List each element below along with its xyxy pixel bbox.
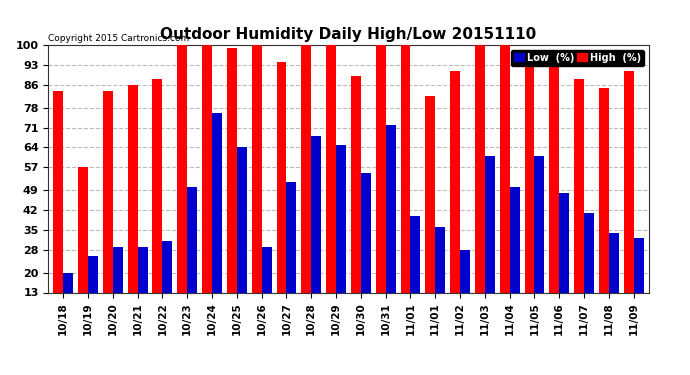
Bar: [162, 241, 172, 330]
Bar: [633, 238, 644, 330]
Bar: [252, 45, 262, 330]
Bar: [88, 255, 98, 330]
Bar: [302, 45, 311, 330]
Bar: [326, 45, 336, 330]
Bar: [212, 113, 222, 330]
Bar: [549, 59, 560, 330]
Bar: [152, 79, 162, 330]
Bar: [609, 233, 619, 330]
Bar: [237, 147, 247, 330]
Bar: [286, 182, 297, 330]
Bar: [376, 45, 386, 330]
Bar: [112, 247, 123, 330]
Bar: [336, 145, 346, 330]
Bar: [202, 45, 212, 330]
Bar: [63, 273, 73, 330]
Bar: [187, 187, 197, 330]
Bar: [128, 85, 137, 330]
Bar: [475, 45, 485, 330]
Bar: [351, 76, 361, 330]
Bar: [177, 45, 187, 330]
Bar: [624, 70, 633, 330]
Bar: [560, 193, 569, 330]
Bar: [524, 56, 535, 330]
Bar: [599, 88, 609, 330]
Bar: [425, 96, 435, 330]
Bar: [386, 124, 395, 330]
Bar: [450, 70, 460, 330]
Bar: [227, 48, 237, 330]
Bar: [435, 227, 445, 330]
Legend: Low  (%), High  (%): Low (%), High (%): [511, 50, 644, 66]
Bar: [53, 90, 63, 330]
Bar: [584, 213, 594, 330]
Bar: [485, 156, 495, 330]
Bar: [361, 173, 371, 330]
Text: Copyright 2015 Cartronics.com: Copyright 2015 Cartronics.com: [48, 33, 190, 42]
Bar: [78, 167, 88, 330]
Bar: [311, 136, 321, 330]
Bar: [574, 79, 584, 330]
Title: Outdoor Humidity Daily High/Low 20151110: Outdoor Humidity Daily High/Low 20151110: [160, 27, 537, 42]
Bar: [103, 90, 112, 330]
Bar: [500, 45, 510, 330]
Bar: [535, 156, 544, 330]
Bar: [411, 216, 420, 330]
Bar: [262, 247, 272, 330]
Bar: [277, 62, 286, 330]
Bar: [460, 250, 470, 330]
Bar: [510, 187, 520, 330]
Bar: [137, 247, 148, 330]
Bar: [400, 45, 411, 330]
